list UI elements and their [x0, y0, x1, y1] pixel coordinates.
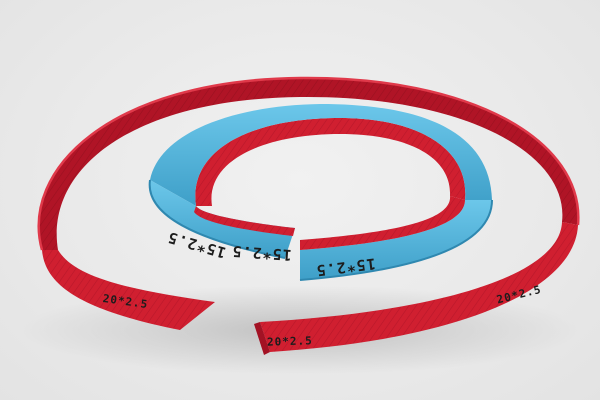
large-band-left-segment — [42, 250, 215, 330]
large-band-right-segment — [260, 222, 578, 352]
large-band-top-edge — [37, 76, 580, 251]
small-band-inner-felt — [195, 118, 466, 206]
small-band-right-segment — [300, 200, 492, 280]
small-blue-band — [148, 104, 493, 281]
small-band-left-felt — [194, 206, 295, 236]
large-band-marking-3: 20*2.5 — [267, 334, 313, 349]
large-band-cut-face — [254, 322, 270, 355]
small-band-back-rim — [150, 104, 492, 206]
small-band-lower-edge — [148, 179, 286, 259]
large-band-back-wall — [38, 77, 579, 250]
small-band-lower-edge-right — [299, 199, 493, 281]
large-red-band — [37, 76, 580, 355]
small-band-marking-2: 15*2.5 — [231, 242, 292, 264]
small-band-right-felt — [300, 196, 465, 250]
large-band-marking-1: 20*2.5 — [102, 292, 149, 311]
